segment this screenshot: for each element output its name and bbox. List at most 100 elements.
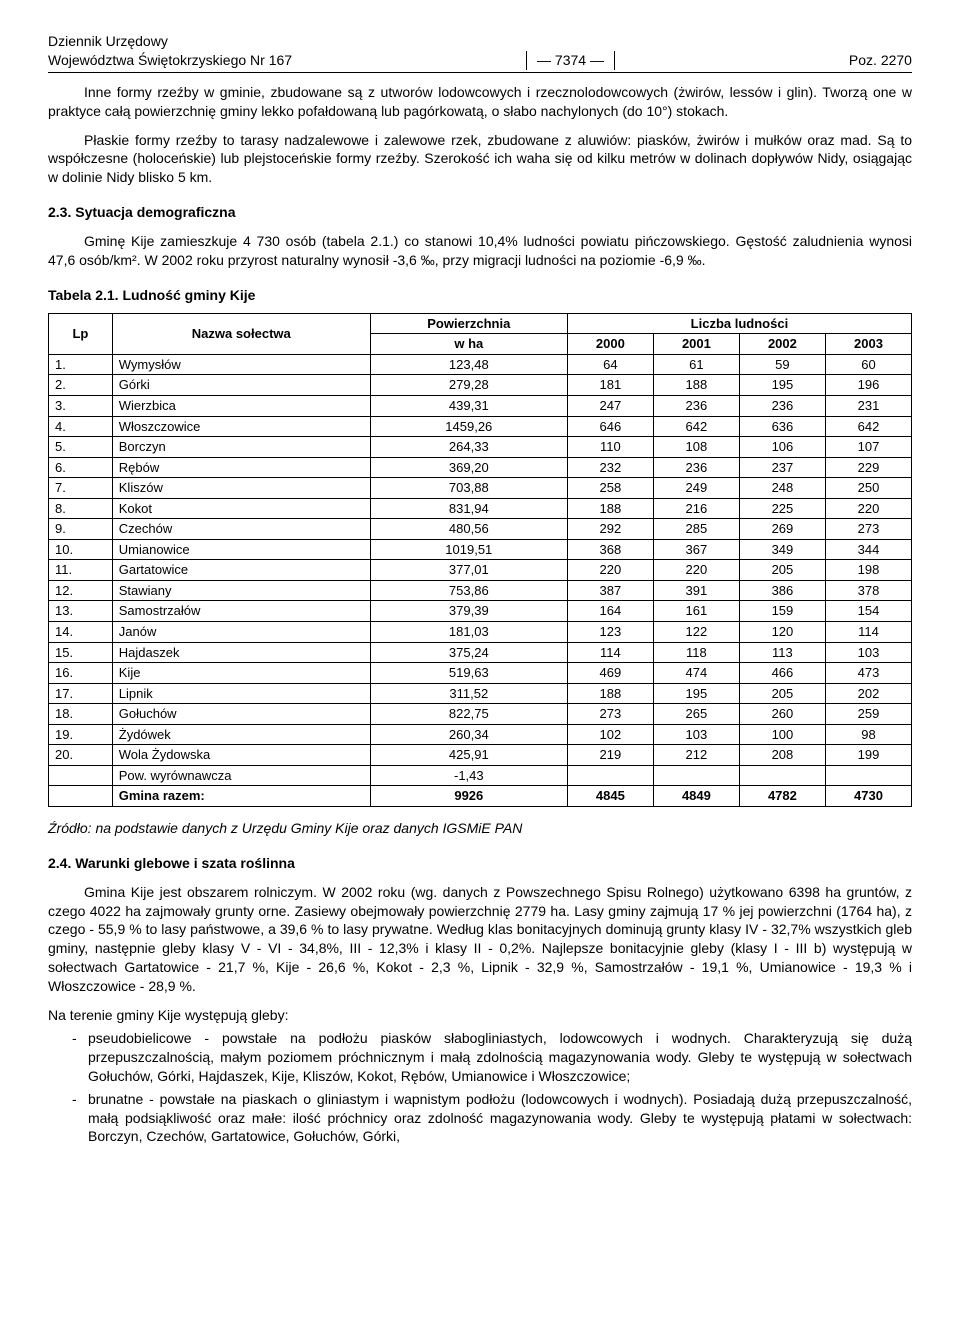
table-cell: 367 [653, 539, 739, 560]
table-cell: Wierzbica [112, 395, 370, 416]
table-cell: 14. [49, 622, 113, 643]
table-cell [739, 765, 825, 786]
table-cell: 64 [567, 354, 653, 375]
table-cell: Włoszczowice [112, 416, 370, 437]
table-cell: 114 [825, 622, 911, 643]
table-cell: 753,86 [370, 580, 567, 601]
table-cell: 202 [825, 683, 911, 704]
table-cell: 118 [653, 642, 739, 663]
table-cell: 2. [49, 375, 113, 396]
table-cell: 466 [739, 663, 825, 684]
population-table: Lp Nazwa sołectwa Powierzchnia Liczba lu… [48, 313, 912, 807]
table-row: 4.Włoszczowice1459,26646642636642 [49, 416, 912, 437]
table-cell: Pow. wyrównawcza [112, 765, 370, 786]
table-source: Źródło: na podstawie danych z Urzędu Gmi… [48, 819, 912, 838]
table-row: 12.Stawiany753,86387391386378 [49, 580, 912, 601]
table-cell: -1,43 [370, 765, 567, 786]
table-cell: Kokot [112, 498, 370, 519]
table-cell: 181,03 [370, 622, 567, 643]
col-area-sub: w ha [370, 334, 567, 355]
table-cell: 16. [49, 663, 113, 684]
list-item: pseudobielicowe - powstałe na podłożu pi… [72, 1029, 912, 1086]
table-cell: 642 [653, 416, 739, 437]
table-cell: 181 [567, 375, 653, 396]
table-cell: Wymysłów [112, 354, 370, 375]
table-cell: Stawiany [112, 580, 370, 601]
section-2-4-title: 2.4. Warunki glebowe i szata roślinna [48, 854, 912, 873]
table-cell: 123 [567, 622, 653, 643]
table-cell [825, 765, 911, 786]
table-cell: 199 [825, 745, 911, 766]
table-cell: 375,24 [370, 642, 567, 663]
page-header: Dziennik Urzędowy Województwa Świętokrzy… [48, 32, 912, 73]
table-cell: 154 [825, 601, 911, 622]
table-cell: 249 [653, 478, 739, 499]
table-cell: 646 [567, 416, 653, 437]
table-cell: 9926 [370, 786, 567, 807]
table-cell: 108 [653, 437, 739, 458]
table-cell: 98 [825, 724, 911, 745]
table-cell: 195 [739, 375, 825, 396]
table-cell: Kliszów [112, 478, 370, 499]
table-cell: 636 [739, 416, 825, 437]
table-row: 10.Umianowice1019,51368367349344 [49, 539, 912, 560]
table-cell: Górki [112, 375, 370, 396]
table-cell: 236 [653, 457, 739, 478]
table-cell: 106 [739, 437, 825, 458]
table-cell: 196 [825, 375, 911, 396]
table-row: 7.Kliszów703,88258249248250 [49, 478, 912, 499]
table-cell: 8. [49, 498, 113, 519]
table-cell: 19. [49, 724, 113, 745]
table-cell: 220 [825, 498, 911, 519]
table-cell: 469 [567, 663, 653, 684]
table-cell: 123,48 [370, 354, 567, 375]
table-cell: 3. [49, 395, 113, 416]
col-2003: 2003 [825, 334, 911, 355]
table-cell: 5. [49, 437, 113, 458]
table-row: 8.Kokot831,94188216225220 [49, 498, 912, 519]
table-cell: 377,01 [370, 560, 567, 581]
table-cell: 205 [739, 683, 825, 704]
table-cell: 480,56 [370, 519, 567, 540]
table-cell: 258 [567, 478, 653, 499]
table-cell: Wola Żydowska [112, 745, 370, 766]
table-cell: 386 [739, 580, 825, 601]
table-cell: 248 [739, 478, 825, 499]
table-cell: 292 [567, 519, 653, 540]
soil-type-list: pseudobielicowe - powstałe na podłożu pi… [48, 1029, 912, 1146]
table-cell: 273 [567, 704, 653, 725]
table-2-1-title: Tabela 2.1. Ludność gminy Kije [48, 286, 912, 305]
table-cell: 273 [825, 519, 911, 540]
table-row: 6.Rębów369,20232236237229 [49, 457, 912, 478]
table-cell: 59 [739, 354, 825, 375]
table-cell: 231 [825, 395, 911, 416]
table-row: 3.Wierzbica439,31247236236231 [49, 395, 912, 416]
paragraph-geology-2: Płaskie formy rzeźby to tarasy nadzalewo… [48, 131, 912, 188]
col-2001: 2001 [653, 334, 739, 355]
table-cell: Czechów [112, 519, 370, 540]
table-cell: 188 [567, 498, 653, 519]
table-cell: 4. [49, 416, 113, 437]
list-item: brunatne - powstałe na piaskach o glinia… [72, 1090, 912, 1147]
table-cell: 11. [49, 560, 113, 581]
table-row: 13.Samostrzałów379,39164161159154 [49, 601, 912, 622]
table-row: 1.Wymysłów123,4864615960 [49, 354, 912, 375]
table-row: 15.Hajdaszek375,24114118113103 [49, 642, 912, 663]
table-cell: 164 [567, 601, 653, 622]
table-cell: 391 [653, 580, 739, 601]
table-cell: 387 [567, 580, 653, 601]
table-cell: 208 [739, 745, 825, 766]
table-cell: 161 [653, 601, 739, 622]
table-cell: 110 [567, 437, 653, 458]
table-cell: 259 [825, 704, 911, 725]
table-cell: 188 [653, 375, 739, 396]
table-row: 14.Janów181,03123122120114 [49, 622, 912, 643]
table-cell: 20. [49, 745, 113, 766]
table-cell: 220 [653, 560, 739, 581]
table-cell: 120 [739, 622, 825, 643]
table-cell: 439,31 [370, 395, 567, 416]
table-cell: 260 [739, 704, 825, 725]
table-cell: 198 [825, 560, 911, 581]
table-cell: Gartatowice [112, 560, 370, 581]
table-cell: 260,34 [370, 724, 567, 745]
